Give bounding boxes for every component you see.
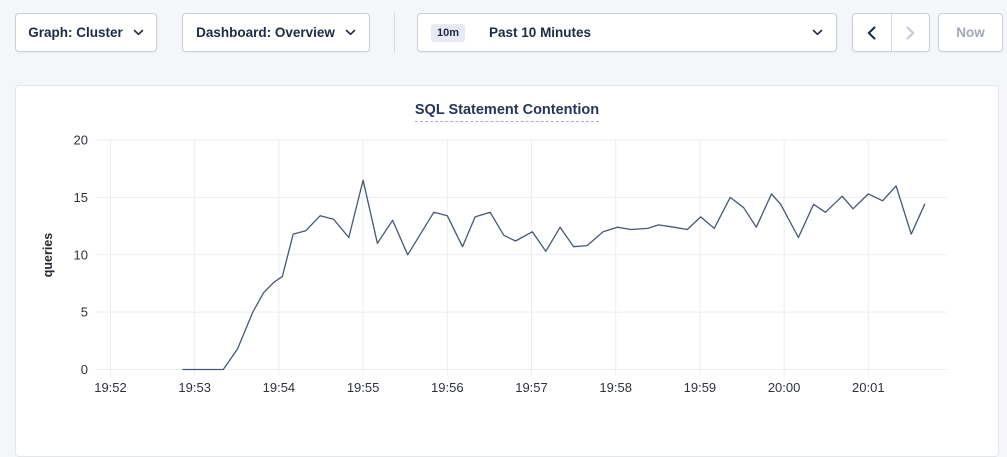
chart-card: SQL Statement Contention 0 5 10 15 20 19:52 19… [15,85,999,457]
time-next-button[interactable] [892,14,930,51]
time-prev-button[interactable] [853,14,892,51]
y-tick-label: 5 [81,305,88,320]
graph-dropdown-label: Graph: Cluster [28,25,123,40]
x-tick-label: 19:54 [263,380,296,395]
now-button[interactable]: Now [938,13,1003,52]
time-range-picker[interactable]: 10m Past 10 Minutes [417,13,837,52]
x-tick-label: 19:57 [515,380,548,395]
chevron-down-icon [133,29,144,36]
graph-dropdown[interactable]: Graph: Cluster [15,13,157,52]
series-queries [182,179,926,371]
x-tick-label: 19:52 [94,380,127,395]
dashboard-dropdown-label: Dashboard: Overview [196,25,335,40]
chevron-left-icon [867,25,876,40]
sql-statement-contention-chart[interactable]: 0 5 10 15 20 19:52 19:53 19:54 19:55 19:56 19:57 19… [15,85,999,432]
time-range-label: Past 10 Minutes [489,25,592,40]
dashboard-dropdown[interactable]: Dashboard: Overview [182,13,370,52]
chart-title-row: SQL Statement Contention [16,86,998,122]
y-tick-label: 20 [74,133,88,148]
x-tick-label: 19:56 [431,380,464,395]
x-tick-label: 20:01 [852,380,885,395]
y-axis-label: queries [41,233,55,278]
x-tick-label: 19:55 [347,380,380,395]
chevron-down-icon [345,29,356,36]
y-tick-label: 10 [74,247,88,262]
time-step-controls [852,13,930,52]
x-tick-label: 20:00 [768,380,801,395]
time-range-badge: 10m [431,23,466,42]
y-tick-label: 0 [81,362,88,377]
chevron-down-icon [812,29,823,36]
x-tick-label: 19:59 [684,380,717,395]
x-tick-label: 19:58 [599,380,632,395]
x-tick-label: 19:53 [178,380,211,395]
chevron-right-icon [906,25,915,40]
chart-title[interactable]: SQL Statement Contention [414,102,600,122]
y-tick-label: 15 [74,190,88,205]
toolbar-divider [394,12,395,53]
